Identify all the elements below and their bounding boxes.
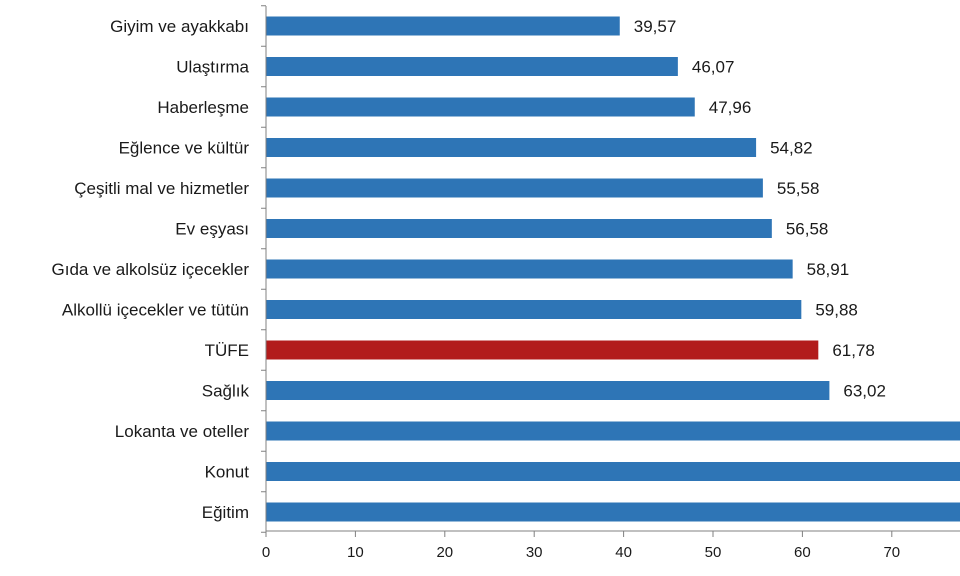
category-label: Ev eşyası	[175, 220, 249, 239]
data-label: 59,88	[815, 301, 858, 320]
bar	[266, 421, 960, 441]
x-tick-label: 30	[526, 544, 543, 561]
data-label: 47,96	[709, 98, 752, 117]
category-label: Gıda ve alkolsüz içecekler	[52, 260, 250, 279]
data-label: 58,91	[807, 260, 850, 279]
category-label: Alkollü içecekler ve tütün	[62, 301, 249, 320]
bar	[266, 178, 763, 198]
category-label: Çeşitli mal ve hizmetler	[74, 179, 249, 198]
x-tick-label: 0	[262, 544, 270, 561]
x-tick-label: 40	[615, 544, 632, 561]
category-label: Konut	[205, 463, 250, 482]
data-label: 56,58	[786, 220, 829, 239]
category-label: Lokanta ve oteller	[115, 422, 250, 441]
bar	[266, 57, 678, 76]
data-label: 54,82	[770, 139, 813, 158]
category-label: Giyim ve ayakkabı	[110, 17, 249, 36]
data-label: 55,58	[777, 179, 820, 198]
bar	[266, 219, 772, 238]
category-label: Haberleşme	[157, 98, 249, 117]
category-label: Eğlence ve kültür	[119, 139, 250, 158]
bar	[266, 502, 960, 522]
bar	[266, 300, 802, 319]
category-label: TÜFE	[205, 341, 249, 360]
x-tick-label: 20	[436, 544, 453, 561]
data-label: 39,57	[634, 17, 677, 36]
category-label: Eğitim	[202, 503, 249, 522]
x-tick-label: 60	[794, 544, 811, 561]
x-tick-label: 10	[347, 544, 364, 561]
x-tick-label: 70	[883, 544, 900, 561]
data-label: 63,02	[843, 382, 886, 401]
bar	[266, 462, 960, 481]
bar	[266, 138, 757, 157]
category-label: Ulaştırma	[176, 58, 249, 77]
bar	[266, 97, 695, 117]
x-tick-label: 50	[705, 544, 722, 561]
bar	[266, 381, 830, 400]
bar-highlight	[266, 340, 819, 360]
bar	[266, 259, 793, 279]
data-label: 61,78	[832, 341, 875, 360]
bar	[266, 16, 620, 36]
data-label: 46,07	[692, 58, 735, 77]
category-label: Sağlık	[202, 382, 250, 401]
